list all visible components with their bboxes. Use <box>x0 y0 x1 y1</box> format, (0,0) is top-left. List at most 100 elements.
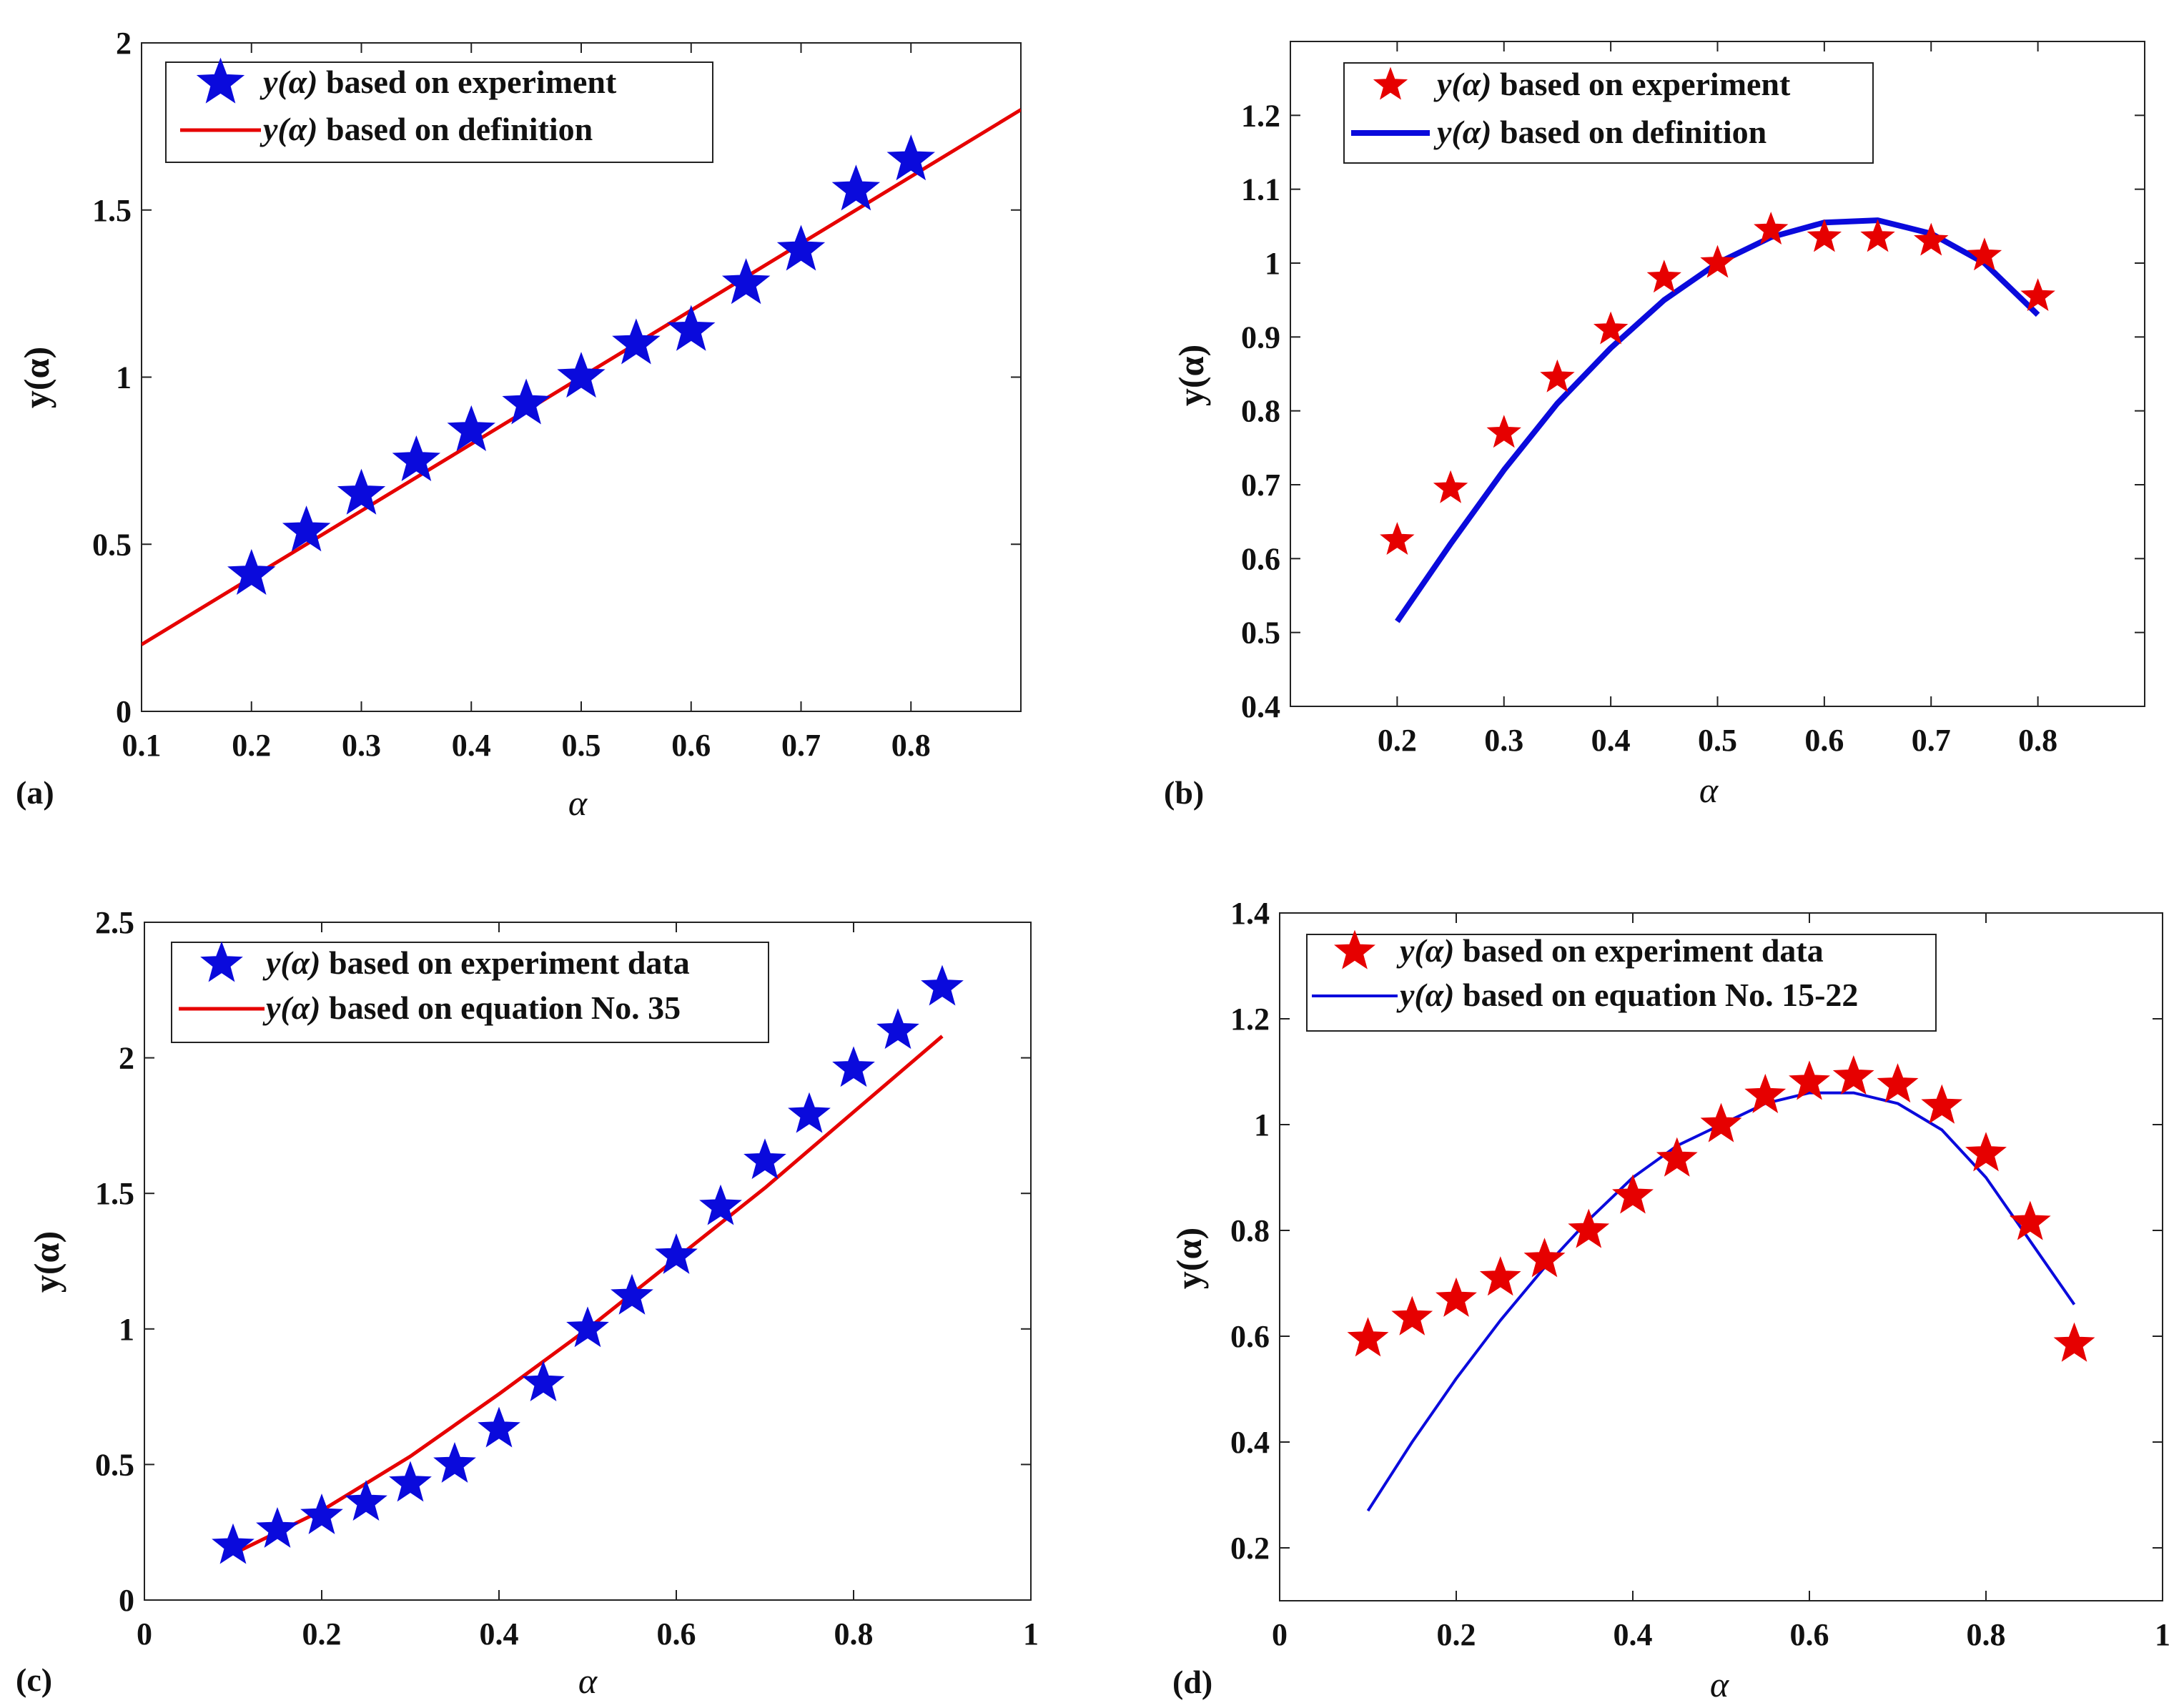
y-tick-label: 0.9 <box>1241 320 1280 355</box>
x-tick-label: 0.6 <box>657 1616 696 1652</box>
data-point-star <box>212 1523 255 1564</box>
data-point-star <box>776 224 826 271</box>
y-tick-label: 2 <box>116 26 132 61</box>
data-point-star <box>1700 245 1735 278</box>
data-point-star <box>1523 1238 1566 1278</box>
y-axis-label: y(α) <box>1169 1228 1209 1289</box>
data-point-star <box>282 505 331 552</box>
data-point-star <box>1347 1317 1389 1357</box>
data-point-star <box>1967 237 2002 271</box>
legend-entry-label: y(α) based on experiment data <box>262 944 690 981</box>
x-tick-label: 0.3 <box>1484 723 1523 758</box>
x-tick-label: 1 <box>2155 1617 2170 1652</box>
data-point-star <box>557 352 606 398</box>
data-point-star <box>1391 1295 1433 1336</box>
data-point-star <box>721 258 771 305</box>
data-point-star <box>886 134 935 181</box>
data-point-star <box>256 1506 299 1548</box>
data-point-star <box>1877 1063 1919 1103</box>
y-tick-label: 0.6 <box>1230 1319 1270 1354</box>
legend-entry-label: y(α) based on experiment data <box>1396 932 1824 969</box>
x-tick-label: 0 <box>137 1616 152 1652</box>
legend-star-icon <box>1334 929 1375 969</box>
data-point-star <box>1380 522 1415 556</box>
legend-entry-label: y(α) based on equation No. 15-22 <box>1396 977 1858 1013</box>
data-point-star <box>1860 219 1895 252</box>
data-point-star <box>876 1008 919 1050</box>
data-point-star <box>1744 1073 1787 1113</box>
panel-b: 0.2 0.3 0.4 0.5 0.6 0.7 0.8 0.4 0.5 0.6 0.7 0.8 0.9 1… <box>1164 41 2145 811</box>
x-tick-label: 0.4 <box>452 728 491 763</box>
y-tick-label: 1 <box>119 1312 134 1347</box>
legend-star-icon <box>1373 66 1408 100</box>
data-point-star <box>667 305 716 351</box>
data-point-star <box>1433 470 1468 503</box>
y-tick-label: 1.2 <box>1241 98 1280 133</box>
legend-entry-label: y(α) based on definition <box>1433 114 1767 150</box>
data-point-star <box>1612 1174 1654 1214</box>
x-tick-label: 0.8 <box>834 1616 874 1652</box>
y-tick-label: 1.5 <box>95 1176 134 1211</box>
data-point-star <box>522 1361 565 1402</box>
data-point-star <box>1700 1102 1742 1142</box>
legend-star-icon <box>200 941 243 982</box>
y-tick-label: 0.5 <box>1241 616 1280 651</box>
data-point-star <box>743 1138 786 1180</box>
y-tick-label: 0.5 <box>95 1447 134 1482</box>
data-point-star <box>337 468 386 515</box>
y-tick-label: 0.4 <box>1241 689 1280 724</box>
y-tick-label: 0.5 <box>92 527 132 562</box>
y-tick-label: 1 <box>1254 1107 1270 1142</box>
data-point-star <box>831 164 881 211</box>
data-point-star <box>788 1092 831 1133</box>
legend-box <box>1343 62 1874 164</box>
data-point-star <box>921 964 964 1006</box>
data-point-star <box>655 1233 698 1274</box>
y-tick-label: 0.4 <box>1230 1425 1270 1460</box>
data-point-star <box>1754 212 1789 245</box>
legend-star-icon <box>196 57 245 104</box>
x-tick-label: 0.6 <box>671 728 711 763</box>
x-tick-label: 0.8 <box>2018 723 2057 758</box>
data-point-star <box>502 378 550 425</box>
data-point-star <box>1656 1137 1698 1177</box>
panel-d: 0 0.2 0.4 0.6 0.8 1 0.2 0.4 0.6 0.8 1 1.2 1.4 α y(α) (d… <box>1169 896 2170 1704</box>
data-point-star <box>1540 359 1575 393</box>
x-tick-label: 1 <box>1023 1616 1039 1652</box>
data-point-star <box>1486 415 1521 448</box>
y-tick-label: 2.5 <box>95 905 134 940</box>
data-point-star <box>566 1306 609 1348</box>
data-point-star <box>612 318 661 365</box>
panel-label: (a) <box>16 774 54 811</box>
x-tick-label: 0.6 <box>1790 1617 1829 1652</box>
data-point-star <box>832 1046 875 1087</box>
data-point-star <box>1832 1055 1874 1095</box>
panel-c: 0 0.2 0.4 0.6 0.8 1 0 0.5 1 1.5 2 2.5 α y(α) (c) y(α) b… <box>16 905 1039 1701</box>
x-tick-label: 0.4 <box>1614 1617 1653 1652</box>
y-axis-label: y(α) <box>26 1231 66 1293</box>
data-point-star <box>392 435 441 482</box>
y-tick-label: 1.2 <box>1230 1002 1270 1037</box>
y-tick-label: 0.8 <box>1241 394 1280 429</box>
x-tick-label: 0.6 <box>1804 723 1844 758</box>
y-tick-label: 2 <box>119 1041 134 1076</box>
legend-entry-label: y(α) based on experiment <box>1433 66 1791 102</box>
x-tick-label: 0.3 <box>342 728 381 763</box>
legend-box <box>1306 934 1937 1032</box>
x-tick-label: 0.2 <box>1437 1617 1476 1652</box>
data-point-star <box>227 548 276 595</box>
legend-box <box>165 61 713 163</box>
y-tick-label: 1 <box>116 360 132 395</box>
x-axis-label: α <box>1699 770 1719 810</box>
x-tick-label: 0.7 <box>1912 723 1951 758</box>
y-tick-label: 0.8 <box>1230 1213 1270 1248</box>
data-point-star <box>611 1273 653 1315</box>
x-tick-label: 0.2 <box>232 728 271 763</box>
y-tick-label: 1.5 <box>92 193 132 228</box>
panel-label: (b) <box>1164 774 1204 811</box>
panel-label: (c) <box>16 1662 52 1698</box>
data-point-star <box>1789 1060 1830 1100</box>
x-tick-label: 0.8 <box>891 728 931 763</box>
panel-a: 0.1 0.2 0.3 0.4 0.5 0.6 0.7 0.8 0 0.5 1 1.5 2 α y(α) (a… <box>16 26 1022 823</box>
